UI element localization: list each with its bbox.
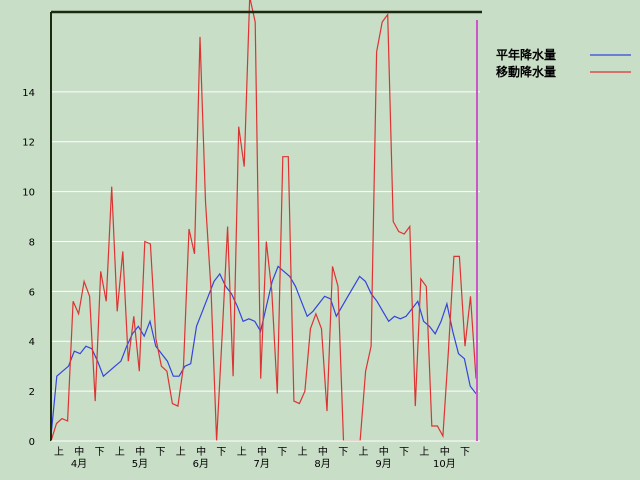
x-period-label: 上 (115, 446, 125, 458)
x-period-label: 下 (277, 447, 287, 458)
x-month-label: 6月 (193, 458, 209, 470)
x-period-label: 下 (460, 447, 470, 458)
series-line-2 (51, 0, 477, 441)
x-month-label: 8月 (314, 458, 330, 470)
y-tick-label: 12 (22, 138, 35, 149)
x-period-label: 中 (135, 445, 145, 458)
x-period-label: 中 (196, 445, 206, 458)
x-period-label: 上 (237, 446, 247, 458)
x-month-label: 10月 (433, 458, 456, 470)
x-month-label: 7月 (254, 458, 270, 470)
x-period-label: 上 (176, 446, 186, 458)
x-period-label: 上 (359, 446, 369, 458)
x-period-label: 上 (419, 446, 429, 458)
axes (50, 10, 482, 442)
grid-lines (51, 91, 480, 392)
y-tick-label: 4 (29, 337, 35, 348)
legend-label: 平年降水量 (496, 47, 556, 62)
x-period-label: 下 (156, 447, 166, 458)
y-tick-label: 14 (22, 88, 35, 99)
x-month-label: 9月 (375, 458, 391, 470)
y-tick-label: 2 (29, 387, 35, 398)
x-period-label: 下 (216, 447, 226, 458)
x-period-label: 中 (318, 445, 328, 458)
x-month-label: 4月 (71, 458, 87, 470)
x-period-label: 中 (257, 445, 267, 458)
y-tick-label: 8 (29, 237, 35, 248)
y-tick-label: 6 (29, 287, 35, 298)
y-tick-label: 10 (22, 188, 35, 199)
x-period-label: 中 (379, 445, 389, 458)
x-period-label: 中 (74, 445, 84, 458)
y-tick-label: 0 (29, 437, 35, 448)
legend-label: 移動降水量 (496, 64, 556, 79)
tick-labels: 02468101214上中下上中下上中下上中下上中下上中下上中下4月 5月 6月 7月… (22, 88, 470, 470)
x-period-label: 下 (95, 447, 105, 458)
x-period-label: 上 (298, 446, 308, 458)
x-period-label: 中 (440, 445, 450, 458)
x-period-label: 下 (338, 447, 348, 458)
x-month-label: 5月 (132, 458, 148, 470)
x-period-label: 上 (54, 446, 64, 458)
x-period-label: 下 (399, 447, 409, 458)
series-lines (51, 0, 477, 441)
